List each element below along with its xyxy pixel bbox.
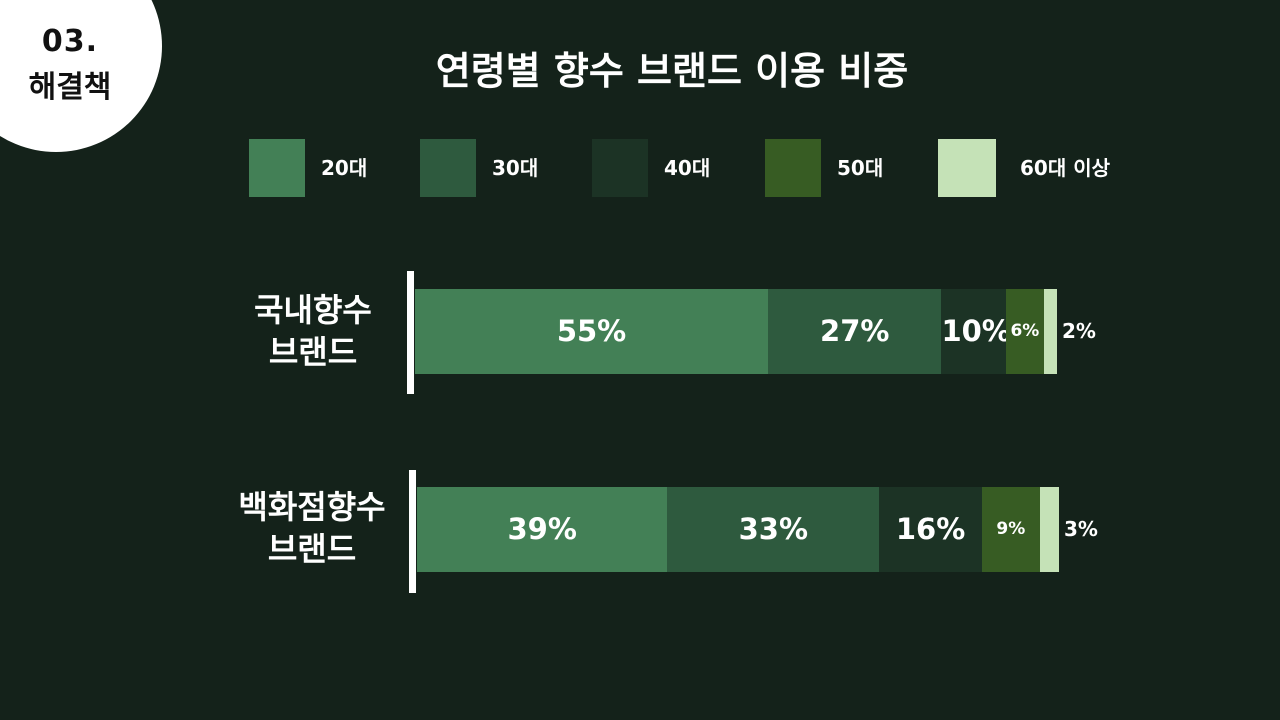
bar-segment [667,487,880,572]
bar-segment [1044,289,1057,374]
bar-segment [981,487,1040,572]
bar-segment [417,487,668,572]
bar-segment [1039,487,1059,572]
legend-swatch [420,139,476,197]
category-label-line: 국내향수 [254,291,372,329]
bar-value-label: 10% [941,314,1011,348]
bar-segment [415,289,769,374]
bar-value-label-outside: 2% [1062,319,1096,343]
legend-label: 40대 [664,156,711,180]
bar-value-label-outside: 3% [1064,517,1098,541]
category-label-line: 브랜드 [268,333,358,371]
bar-segment [941,289,1006,374]
bar-value-label: 16% [895,512,966,546]
bar-segment [879,487,982,572]
bar-segment [768,289,942,374]
category-label-line: 브랜드 [267,530,357,568]
chart-title: 연령별 향수 브랜드 이용 비중 [435,49,909,93]
legend-label: 50대 [837,156,884,180]
section-badge: 03. 해결책 [0,0,162,152]
axis-line [409,470,416,593]
section-label: 해결책 [28,70,112,105]
bar-segment [1005,289,1045,374]
legend-swatch [765,139,821,197]
legend-swatch [249,139,305,197]
bar-value-label: 39% [507,512,577,546]
axis-line [407,271,414,394]
bar-value-label: 27% [820,314,890,348]
category-label-line: 백화점향수 [238,488,386,526]
legend-swatch [592,139,648,197]
bar-value-label: 6% [1010,321,1040,341]
legend-label: 20대 [321,156,368,180]
legend-label: 60대 이상 [1020,156,1110,180]
legend-label: 30대 [492,156,539,180]
legend-swatch [938,139,996,197]
bar-value-label: 9% [996,519,1026,539]
bar-value-label: 55% [556,314,627,348]
bar-value-label: 33% [738,512,809,546]
section-number: 03. [41,24,99,59]
